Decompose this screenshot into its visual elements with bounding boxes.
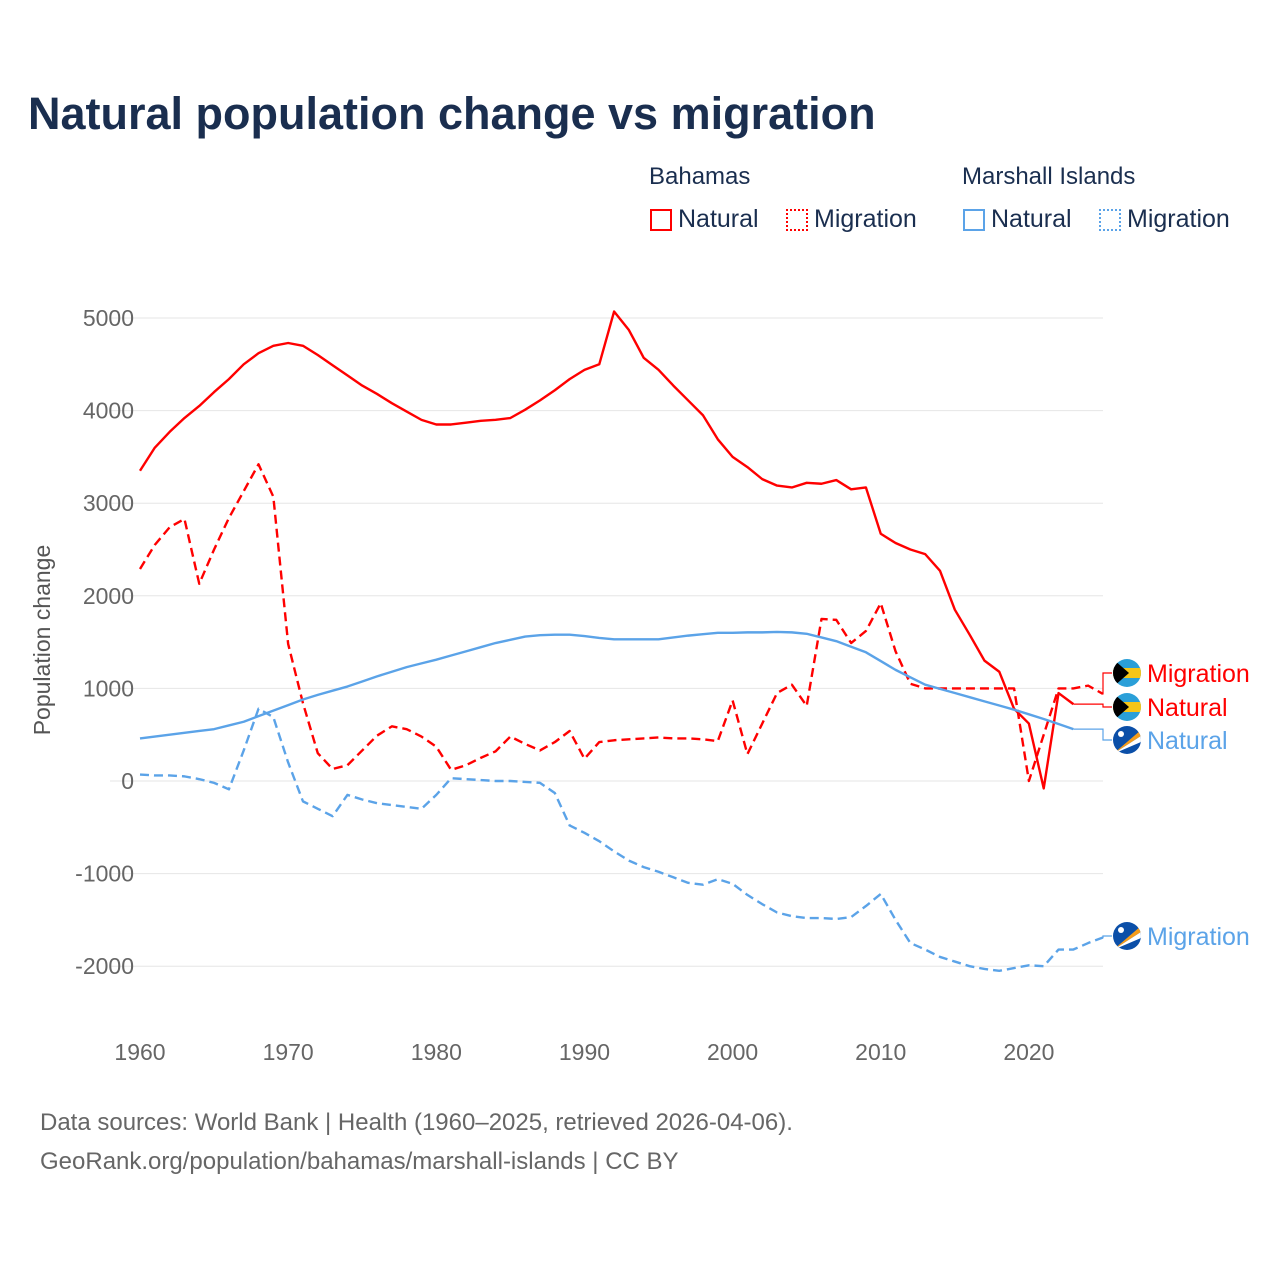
- legend-bahamas-natural[interactable]: Natural: [650, 205, 759, 234]
- flag-triangle: [1113, 659, 1129, 687]
- marshall-islands-flag-icon: [1113, 922, 1141, 950]
- flag-star: [1118, 927, 1124, 933]
- x-tick-label: 1970: [263, 1039, 314, 1065]
- legend-label: Migration: [1127, 205, 1230, 233]
- y-tick-label: -1000: [75, 861, 134, 887]
- flag-body: [1113, 726, 1141, 754]
- x-tick-label: 2010: [855, 1039, 906, 1065]
- end-label: Migration: [1147, 660, 1250, 688]
- y-axis-label: Population change: [29, 545, 55, 736]
- series-line-marshall-islands-natural: [139, 630, 1074, 740]
- y-tick-label: 2000: [83, 583, 134, 609]
- x-tick-label: 2020: [1003, 1039, 1054, 1065]
- flag-star: [1118, 731, 1124, 737]
- x-tick-label: 1990: [559, 1039, 610, 1065]
- flag-body: [1113, 659, 1141, 687]
- series-line-bahamas-natural: [138, 310, 1075, 790]
- series-line-marshall-islands-migration: [139, 707, 1104, 973]
- x-tick-label: 1960: [114, 1039, 165, 1065]
- legend-label: Migration: [814, 205, 917, 233]
- chart-title: Natural population change vs migration: [28, 88, 876, 139]
- y-tick-label: 4000: [83, 398, 134, 424]
- flag-stripe: [1113, 730, 1141, 754]
- end-label: Natural: [1147, 727, 1228, 755]
- end-label-connector: [1073, 703, 1112, 708]
- legend-marshall-migration[interactable]: Migration: [1099, 205, 1230, 234]
- y-tick-label: 3000: [83, 490, 134, 516]
- legend-group-marshall: Marshall Islands: [962, 163, 1136, 190]
- flag-stripe: [1113, 932, 1141, 950]
- end-label-connector: [1102, 935, 1112, 939]
- legend-swatch: [1099, 208, 1121, 231]
- bahamas-flag-icon: [1113, 693, 1141, 721]
- legend-swatch: [963, 208, 985, 231]
- legend-bahamas-migration[interactable]: Migration: [786, 205, 917, 234]
- legend-swatch: [650, 208, 672, 231]
- marshall-islands-flag-icon: [1113, 726, 1141, 754]
- end-label: Migration: [1147, 923, 1250, 951]
- legend-group-bahamas: Bahamas: [649, 163, 751, 190]
- flag-stripe: [1113, 736, 1141, 754]
- end-label-connector: [1073, 728, 1112, 741]
- end-label: Natural: [1147, 694, 1228, 722]
- x-tick-label: 1980: [411, 1039, 462, 1065]
- legend-label: Natural: [991, 205, 1072, 233]
- bahamas-flag-icon: [1113, 659, 1141, 687]
- flag-triangle: [1113, 693, 1129, 721]
- y-tick-label: -2000: [75, 953, 134, 979]
- legend-swatch: [786, 208, 808, 231]
- flag-body: [1113, 922, 1141, 950]
- series-line-bahamas-migration: [138, 463, 1104, 783]
- legend-marshall-natural[interactable]: Natural: [963, 205, 1072, 234]
- source-line-2[interactable]: GeoRank.org/population/bahamas/marshall-…: [40, 1148, 679, 1175]
- y-tick-label: 1000: [83, 675, 134, 701]
- x-tick-label: 2000: [707, 1039, 758, 1065]
- end-label-connector: [1102, 672, 1112, 695]
- y-tick-label: 0: [121, 768, 134, 794]
- y-tick-label: 5000: [83, 305, 134, 331]
- flag-body: [1113, 693, 1141, 721]
- flag-stripe: [1113, 926, 1141, 950]
- source-line-1: Data sources: World Bank | Health (1960–…: [40, 1109, 793, 1136]
- legend-label: Natural: [678, 205, 759, 233]
